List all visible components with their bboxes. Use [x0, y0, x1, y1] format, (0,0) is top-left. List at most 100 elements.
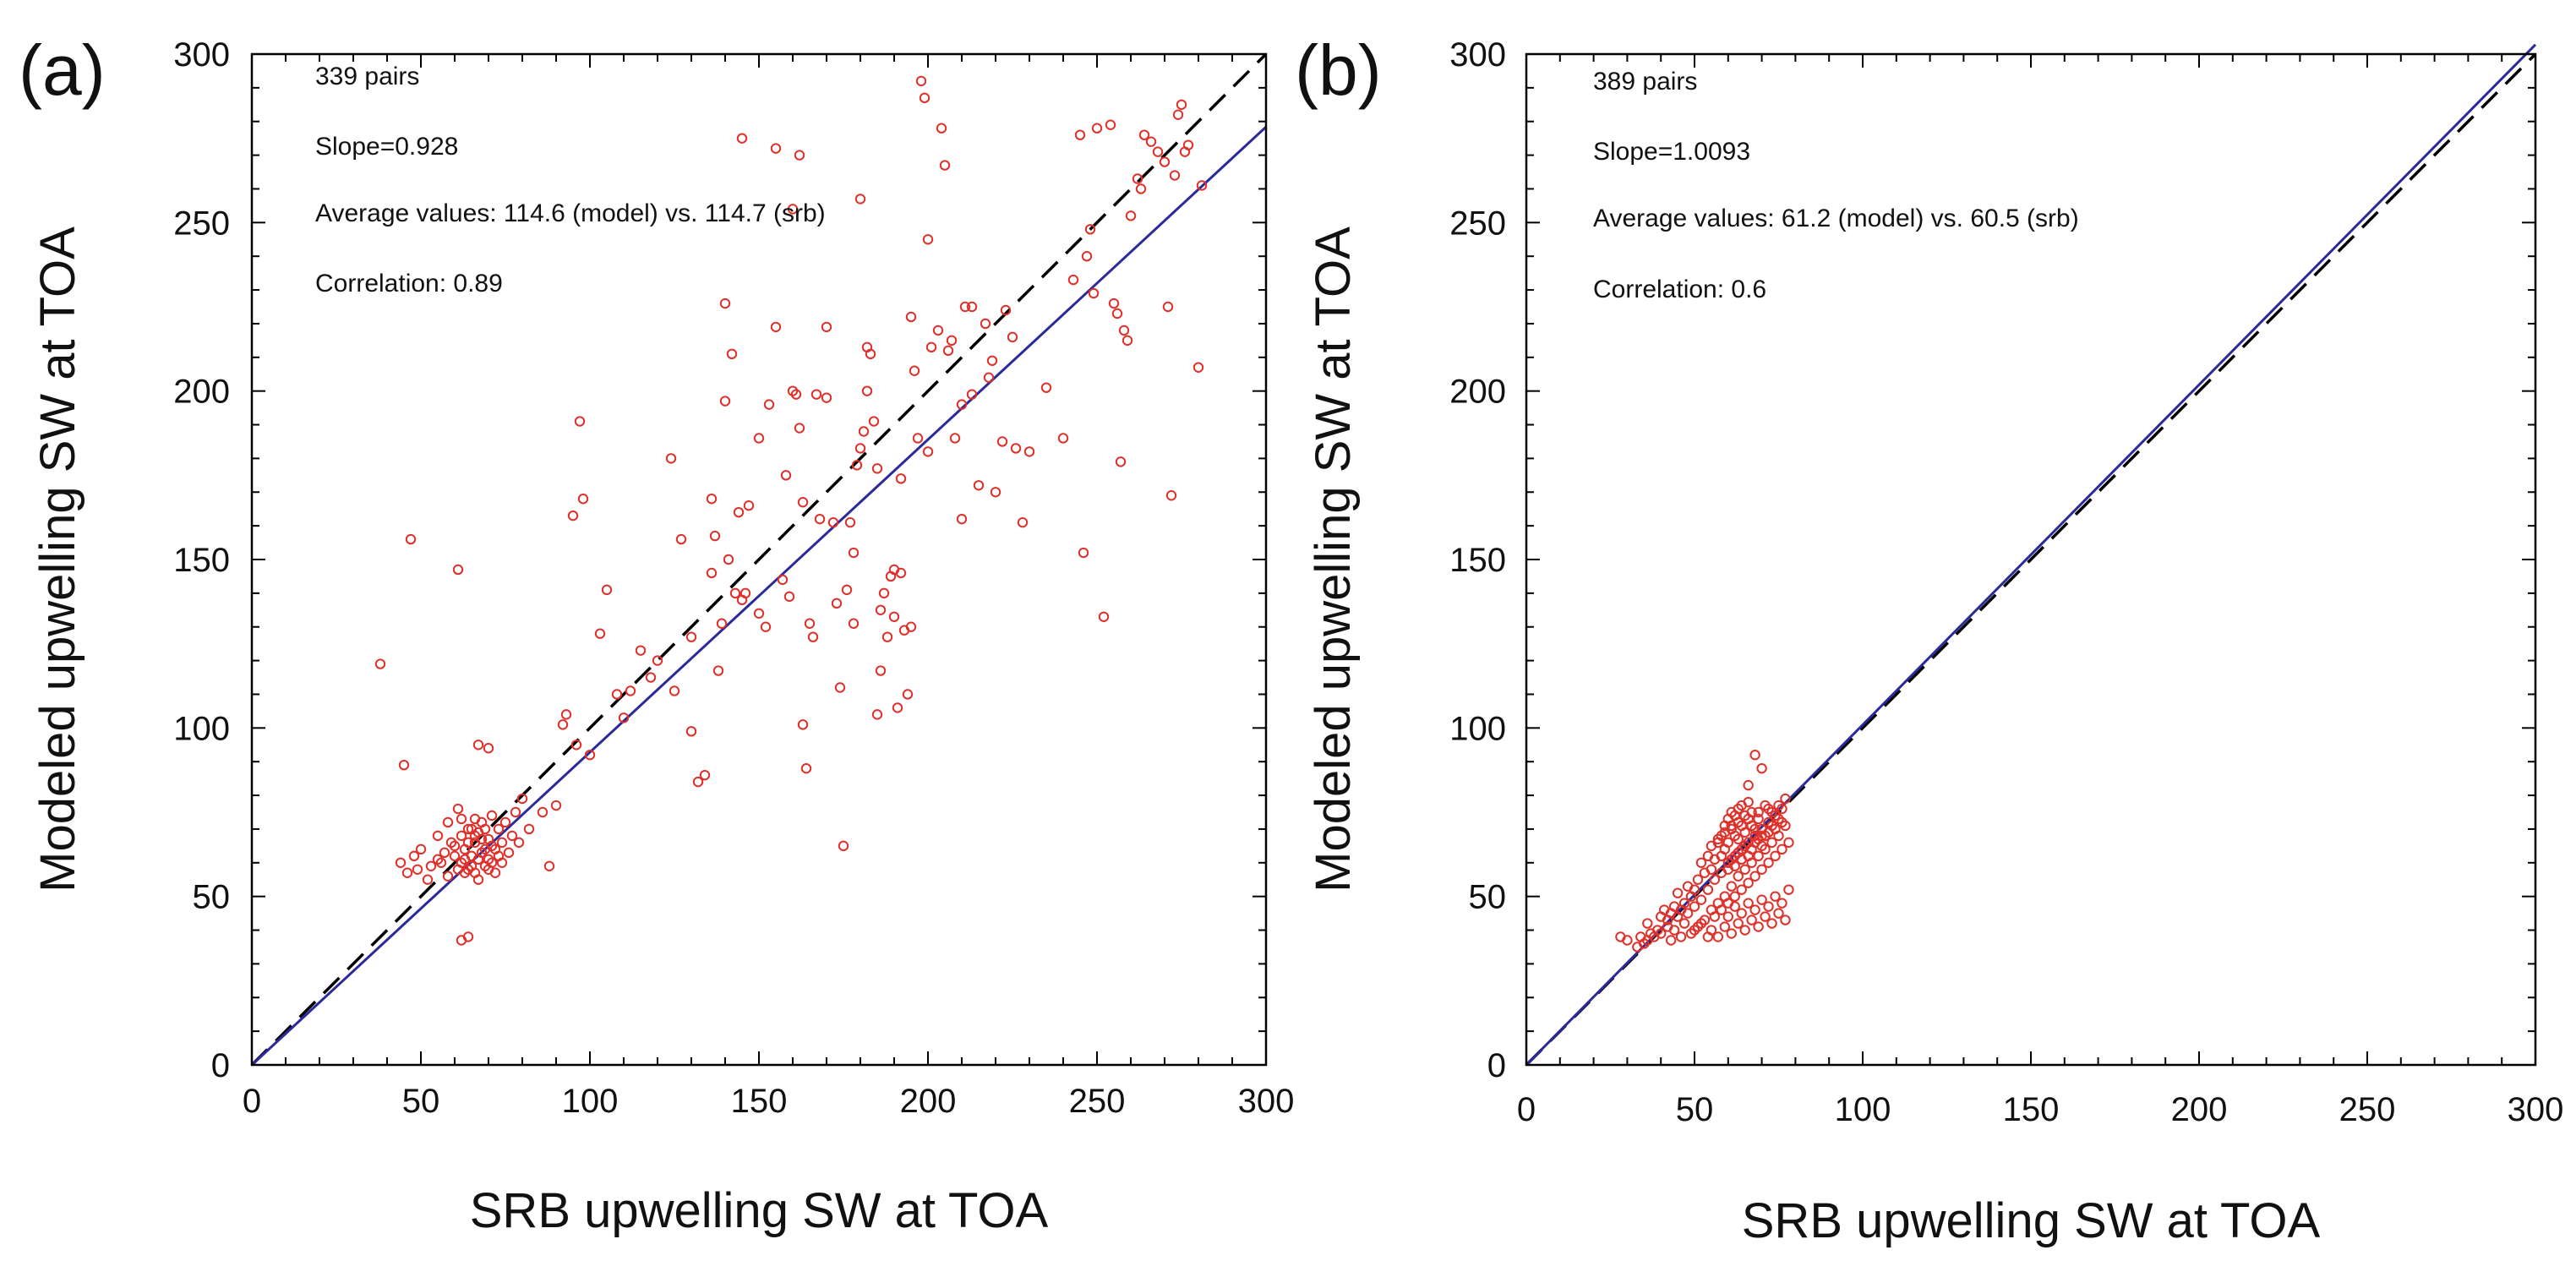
panel-b-points [1615, 750, 1794, 953]
panel-a-scatter-point [432, 830, 444, 842]
panel-b-scatter-point [1766, 918, 1777, 929]
panel-a-scatter-point [1122, 335, 1133, 347]
panel-b-y-tick-label: 50 [1469, 879, 1507, 916]
panel-a-scatter-point [966, 301, 978, 313]
panel-b-scatter-point [1695, 857, 1707, 868]
panel-a-ticks [251, 53, 1267, 1066]
panel-a-scatter-point [1057, 433, 1069, 444]
panel-a-scatter-point [861, 385, 873, 396]
panel-a-scatter-point [915, 75, 927, 87]
panel-a-scatter-point [496, 837, 508, 849]
panel-a-scatter-point [851, 460, 863, 471]
panel-b-tick-labels: 0 50 100 150 200 250 300 0 50 100 150 200 250 300 [1449, 36, 2563, 1128]
panel-a-scatter-point [652, 655, 663, 666]
panel-b-scatter-point [1716, 830, 1727, 842]
panel-a-scatter-point [669, 685, 680, 696]
panel-a-scatter-point [1007, 331, 1018, 343]
panel-b-scatter-point [1783, 884, 1794, 895]
panel-a-scatter-point [848, 618, 860, 629]
panel-b-scatter-point [1726, 820, 1737, 832]
panel-a-scatter-point [892, 702, 903, 713]
panel-b-scatter-point [1729, 830, 1740, 842]
panel-a-scatter-point [973, 480, 985, 491]
panel-a-points [374, 75, 1208, 946]
panel-a-y-tick-label: 100 [173, 710, 230, 747]
panel-b-annotation-pairs: 389 pairs [1593, 68, 1697, 96]
panel-a-scatter-point [956, 399, 968, 410]
panel-a-scatter-point [1010, 443, 1022, 454]
panel-a-scatter-point [513, 837, 525, 849]
panel-b-scatter-point [1749, 830, 1760, 842]
panel-a-scatter-point [706, 494, 718, 505]
panel-b-scatter-point [1736, 843, 1747, 855]
panel-a-scatter-point [888, 611, 900, 622]
panel-a-scatter-point [1118, 325, 1130, 336]
panel-a-scatter-point [871, 709, 883, 720]
panel-a-scatter-point [936, 123, 947, 134]
panel-a-scatter-point [810, 389, 822, 400]
panel-a-annotation-pairs: 339 pairs [315, 63, 419, 90]
panel-b-scatter-point [1733, 871, 1744, 882]
panel-a-scatter-point [1084, 224, 1096, 235]
panel-b-scatter-point [1753, 921, 1764, 932]
panel-a-scatter-point [685, 631, 697, 642]
panel-a-scatter-point [483, 833, 494, 845]
panel-b-scatter-point [1780, 793, 1791, 805]
panel-a-scatter-point [966, 389, 978, 400]
panel-a-scatter-point [516, 793, 528, 805]
panel-a-scatter-point [716, 618, 728, 629]
panel-b-scatter-point [1709, 874, 1721, 885]
panel-a-scatter-point [1172, 109, 1184, 120]
panel-a-scatter-point [506, 830, 518, 842]
panel-b-scatter-point [1763, 901, 1774, 912]
panel-a-scatter-point [405, 533, 417, 545]
panel-a-scatter-point [1091, 123, 1103, 134]
panel-b-scatter-point [1736, 884, 1747, 895]
panel-a-scatter-point [472, 740, 484, 751]
panel-b-scatter-point [1635, 931, 1646, 942]
panel-a-x-tick-label: 100 [562, 1083, 619, 1120]
panel-a-scatter-point [827, 516, 839, 528]
panel-b-scatter-point [1770, 810, 1781, 822]
panel-a-scatter-point [895, 473, 907, 484]
panel-a-scatter-point [496, 857, 508, 868]
panel-a-tick-labels: 0 50 100 150 200 250 300 0 50 100 150 200 250 300 [173, 36, 1294, 1120]
panel-b-scatter-point [1760, 830, 1771, 842]
panel-b-scatter-point [1739, 864, 1750, 875]
panel-b-scatter-point [1699, 914, 1711, 925]
panel-a-scatter-point [395, 857, 407, 868]
panel-b-scatter-point [1749, 871, 1760, 882]
panel-a-annotation-correlation: Correlation: 0.89 [315, 270, 503, 298]
panel-a-scatter-point [439, 847, 450, 859]
panel-a-scatter-point [956, 513, 968, 525]
panel-a-scatter-point [1145, 136, 1157, 147]
panel-b-scatter-point [1746, 806, 1757, 818]
panel-a-scatter-point [990, 487, 1001, 498]
panel-a-scatter-point [865, 348, 876, 360]
panel-a-scatter-point [983, 372, 995, 383]
panel-a-y-tick-label: 150 [173, 542, 230, 579]
panel-b-scatter-point [1675, 931, 1687, 942]
panel-b-x-tick-label: 250 [2339, 1091, 2396, 1128]
panel-a-scatter-point [1115, 456, 1127, 467]
panel-a-scatter-point [472, 854, 484, 865]
panel-a-scatter-point [665, 453, 677, 464]
panel-a-y-tick-label: 200 [173, 374, 230, 411]
panel-a-scatter-point [510, 806, 521, 818]
panel-a-scatter-point [719, 298, 731, 309]
panel-a-scatter-point [452, 864, 464, 875]
panel-a-scatter-point [635, 645, 647, 656]
panel-b-x-tick-label: 100 [1835, 1091, 1891, 1128]
panel-b-x-tick-label: 50 [1676, 1091, 1714, 1128]
panel-a-scatter-point [1108, 298, 1120, 309]
panel-b-scatter-point [1753, 806, 1764, 818]
panel-b-scatter-point [1760, 843, 1771, 855]
panel-b: (b) 0 50 100 150 200 250 300 0 50 100 150 200 250 300… [1295, 30, 2563, 1248]
panel-b-scatter-point [1726, 928, 1737, 939]
panel-b-scatter-point [1702, 884, 1714, 895]
panel-b-scatter-point [1780, 820, 1791, 832]
panel-a-scatter-point [821, 392, 832, 403]
panel-a-scatter-point [844, 516, 856, 528]
panel-a-y-tick-label: 50 [193, 879, 231, 916]
panel-b-scatter-point [1722, 898, 1734, 909]
